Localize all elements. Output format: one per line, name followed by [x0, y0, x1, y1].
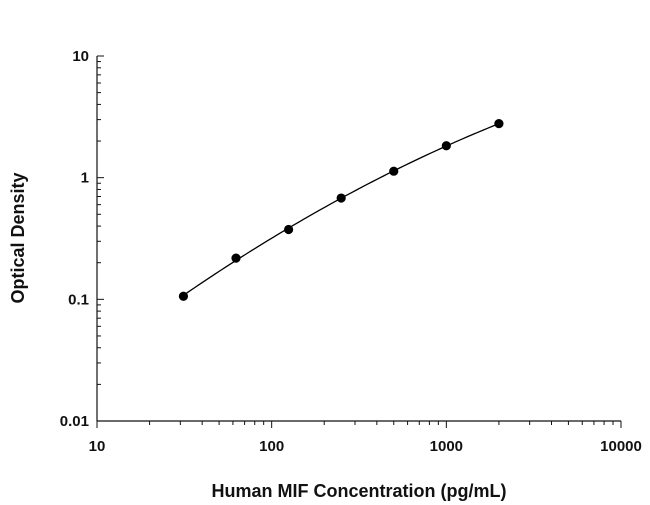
data-point — [389, 166, 399, 176]
data-point — [336, 193, 346, 203]
x-axis-title: Human MIF Concentration (pg/mL) — [212, 481, 507, 501]
x-tick-label: 10 — [89, 438, 106, 455]
data-point — [441, 141, 451, 151]
y-axis-title: Optical Density — [8, 172, 28, 303]
y-tick-label: 0.01 — [60, 413, 89, 430]
x-tick-label: 1000 — [430, 438, 463, 455]
data-point — [178, 291, 189, 301]
axes — [96, 56, 621, 422]
data-point — [231, 253, 241, 263]
y-tick-label: 1 — [81, 170, 89, 187]
ticks — [96, 55, 622, 428]
tick-labels: 10 100 1000 10000 0.01 0.1 1 10 — [60, 48, 642, 455]
data-points — [178, 119, 504, 301]
data-point — [494, 119, 504, 129]
x-tick-label: 10000 — [600, 438, 642, 455]
standard-curve-line — [183, 123, 500, 296]
x-tick-label: 100 — [259, 438, 284, 455]
fit-curve-layer — [183, 123, 500, 296]
y-tick-label: 10 — [72, 48, 89, 65]
y-tick-label: 0.1 — [68, 291, 89, 308]
data-point — [283, 224, 294, 235]
